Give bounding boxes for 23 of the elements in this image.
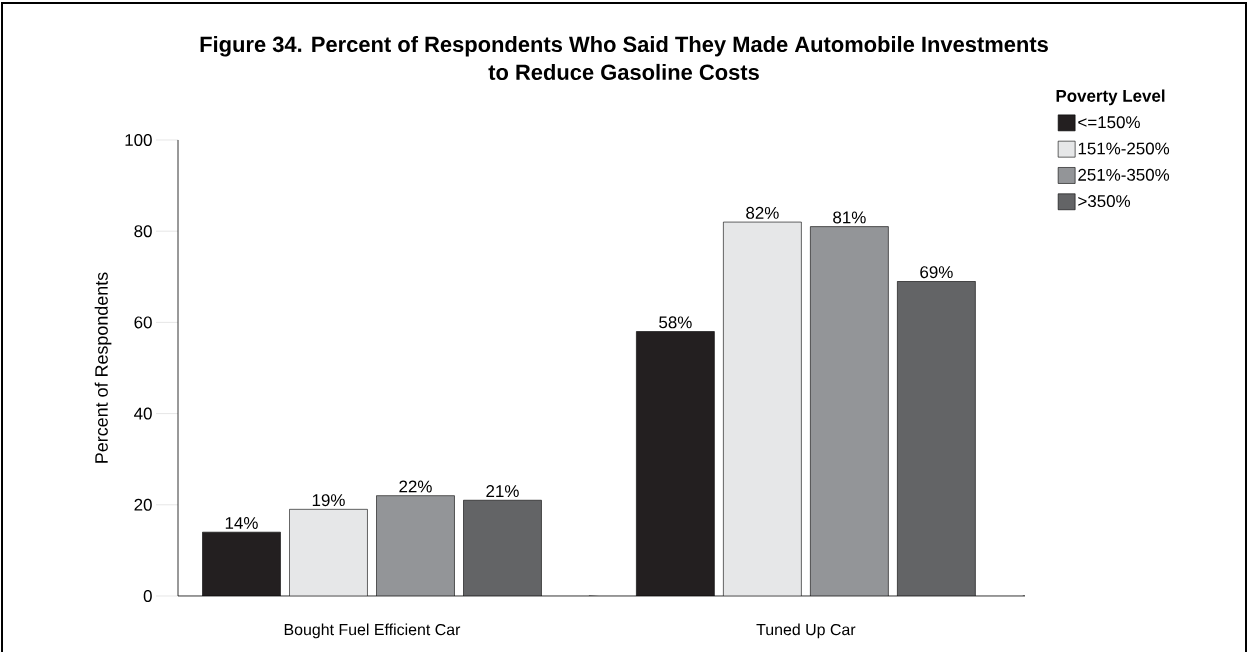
data-label: 21% — [486, 485, 519, 498]
chart-title: Figure 34. Percent of Respondents Who Said They Made Automobile Investments to Reduce Gasoline Costs — [200, 35, 1048, 80]
data-label: 69% — [920, 266, 953, 279]
data-label: 22% — [399, 480, 432, 493]
legend-label: >350% — [1078, 195, 1131, 208]
data-label: 14% — [225, 517, 258, 529]
y-tick-label: 0 — [143, 589, 152, 602]
data-label: 19% — [312, 494, 345, 507]
y-tick-label: 100 — [125, 133, 152, 146]
data-label: 81% — [833, 211, 866, 224]
legend-label: <=150% — [1078, 116, 1140, 129]
y-tick-label: 80 — [134, 225, 152, 238]
data-label: 82% — [746, 206, 779, 219]
y-tick-label: 40 — [134, 407, 152, 420]
y-tick-label: 60 — [134, 316, 152, 329]
x-tick-label: Tuned Up Car — [756, 623, 856, 639]
legend-label: 251%-350% — [1078, 168, 1170, 181]
x-tick-label: Bought Fuel Efficient Car — [284, 623, 461, 639]
legend-title: Poverty Level — [1056, 89, 1165, 106]
legend-label: 151%-250% — [1078, 142, 1170, 155]
y-tick-label: 20 — [134, 498, 152, 511]
y-axis-title: Percent of Respondents — [94, 272, 112, 463]
data-label: 58% — [659, 316, 692, 329]
